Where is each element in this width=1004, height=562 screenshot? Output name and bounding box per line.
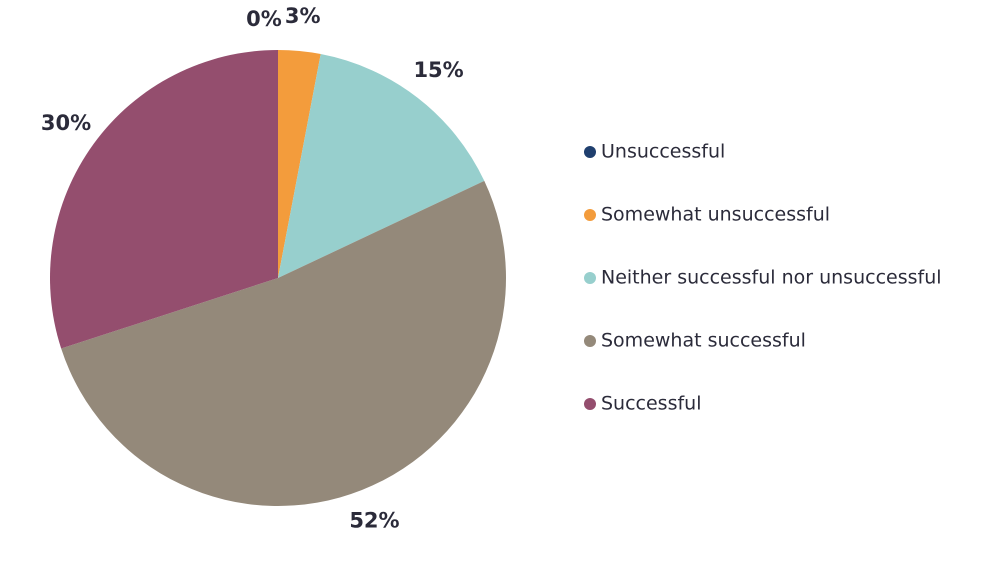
legend-label-neither-successful-nor-unsuccessful: Neither successful nor unsuccessful: [601, 267, 942, 289]
data-label-successful: 30%: [41, 111, 91, 135]
pie-data-labels: 0% 3% 15% 52% 30%: [41, 4, 464, 532]
legend-label-successful: Successful: [601, 393, 702, 415]
legend-label-somewhat-successful: Somewhat successful: [601, 330, 806, 352]
data-label-somewhat-successful: 52%: [349, 509, 399, 533]
pie-slice-successful: [49, 50, 279, 349]
data-label-somewhat-unsuccessful: 3%: [285, 4, 321, 28]
data-label-unsuccessful: 0%: [246, 7, 282, 31]
legend-marker-successful: [584, 398, 596, 410]
legend-marker-unsuccessful: [584, 146, 596, 158]
pie-slices: [49, 50, 507, 507]
pie-slice-neither-successful-nor-unsuccessful: [278, 54, 485, 278]
legend-marker-somewhat-unsuccessful: [584, 209, 596, 221]
pie-slice-somewhat-unsuccessful: [278, 50, 321, 278]
legend-label-unsuccessful: Unsuccessful: [601, 141, 725, 163]
legend-marker-somewhat-successful: [584, 335, 596, 347]
legend: Unsuccessful Somewhat unsuccessful Neither…: [584, 141, 942, 415]
data-label-neither-successful-nor-unsuccessful: 15%: [413, 58, 463, 82]
legend-marker-neither-successful-nor-unsuccessful: [584, 272, 596, 284]
pie-slice-somewhat-successful: [61, 180, 507, 507]
legend-label-somewhat-unsuccessful: Somewhat unsuccessful: [601, 204, 830, 226]
